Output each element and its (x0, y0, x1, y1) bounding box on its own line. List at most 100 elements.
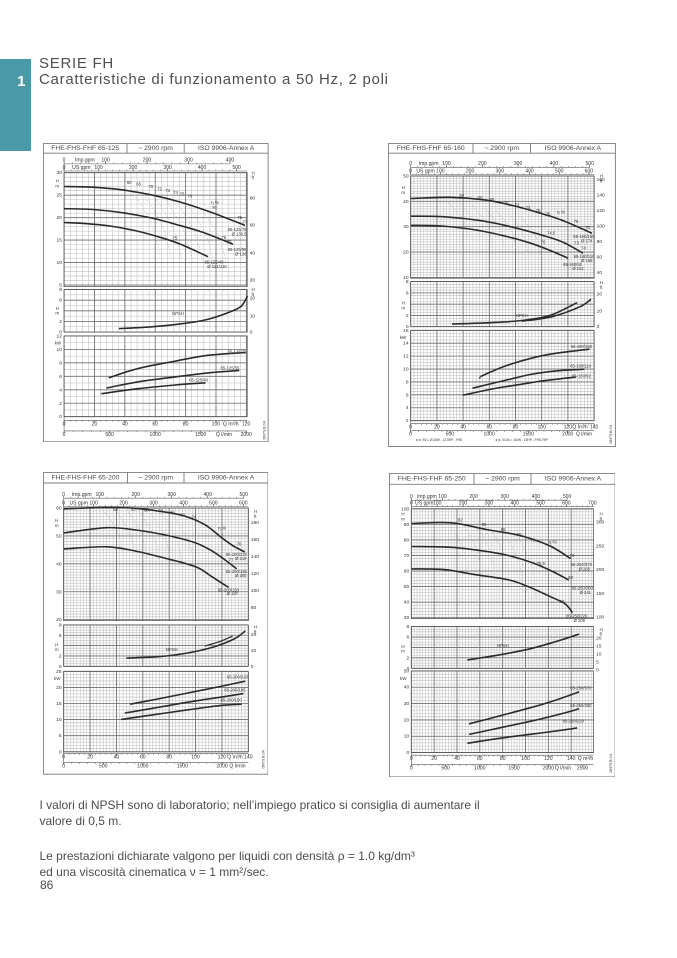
svg-text:10: 10 (597, 309, 603, 315)
svg-text:NPSH: NPSH (172, 311, 184, 316)
svg-text:2000: 2000 (217, 764, 228, 770)
svg-text:120: 120 (564, 425, 573, 431)
svg-text:12: 12 (57, 334, 63, 340)
svg-text:DNT9.B.04: DNT9.B.04 (609, 755, 613, 773)
svg-text:60: 60 (127, 180, 132, 185)
svg-text:400: 400 (226, 158, 235, 164)
svg-text:100: 100 (101, 158, 110, 164)
svg-text:2: 2 (59, 654, 62, 660)
svg-text:40: 40 (454, 756, 460, 762)
svg-text:6: 6 (59, 633, 62, 639)
svg-text:Q m³/h: Q m³/h (577, 756, 593, 762)
svg-text:H: H (254, 625, 257, 630)
svg-text:DNT9.B.04: DNT9.B.04 (262, 751, 266, 769)
svg-text:0: 0 (59, 664, 62, 670)
svg-text:8: 8 (59, 623, 62, 629)
svg-text:80: 80 (212, 205, 217, 210)
svg-text:10: 10 (250, 314, 256, 320)
svg-text:40: 40 (114, 755, 120, 761)
svg-text:8: 8 (406, 624, 409, 630)
svg-text:70: 70 (149, 184, 154, 189)
svg-text:8: 8 (406, 380, 409, 386)
svg-text:~ 2900 rpm: ~ 2900 rpm (485, 476, 520, 483)
svg-text:20: 20 (250, 296, 256, 302)
svg-text:20: 20 (56, 617, 62, 623)
svg-text:400: 400 (525, 169, 534, 175)
svg-text:0: 0 (63, 432, 66, 438)
svg-text:Imp.gpm: Imp.gpm (419, 161, 439, 167)
svg-text:76: 76 (541, 240, 546, 245)
svg-text:Imp.gpm: Imp.gpm (416, 494, 436, 500)
svg-text:65-160/92: 65-160/92 (563, 262, 583, 267)
svg-text:↓: ↓ (222, 532, 224, 537)
svg-text:500: 500 (446, 432, 455, 438)
svg-text:500: 500 (585, 161, 594, 167)
svg-text:Ø 168: Ø 168 (581, 258, 593, 263)
svg-text:1500: 1500 (195, 432, 206, 438)
svg-text:65-160/150: 65-160/150 (573, 234, 595, 239)
svg-text:~ 2900 rpm: ~ 2900 rpm (484, 145, 519, 152)
svg-text:700: 700 (588, 501, 597, 507)
svg-text:6: 6 (59, 298, 62, 304)
svg-text:75: 75 (180, 192, 185, 197)
svg-text:200: 200 (596, 567, 604, 573)
svg-text:75: 75 (536, 208, 541, 213)
svg-text:20: 20 (596, 636, 602, 642)
svg-text:6: 6 (406, 291, 409, 297)
svg-text:75: 75 (173, 236, 178, 241)
svg-text:0: 0 (409, 766, 412, 772)
svg-text:600: 600 (239, 501, 248, 507)
svg-text:65-125/55: 65-125/55 (221, 366, 241, 371)
svg-text:70: 70 (159, 509, 164, 514)
svg-text:400: 400 (531, 494, 540, 500)
svg-text:65-160/150: 65-160/150 (571, 344, 593, 349)
svg-text:60: 60 (476, 756, 482, 762)
svg-text:20: 20 (434, 425, 440, 431)
svg-text:100: 100 (438, 494, 447, 500)
svg-text:74: 74 (526, 205, 531, 210)
svg-text:120: 120 (544, 756, 553, 762)
svg-text:30: 30 (57, 170, 63, 176)
svg-text:40: 40 (403, 685, 409, 691)
svg-text:30: 30 (403, 224, 409, 230)
svg-text:65-125/75: 65-125/75 (228, 350, 248, 355)
svg-text:500: 500 (105, 432, 114, 438)
svg-text:1000: 1000 (150, 432, 161, 438)
svg-text:Q l/min: Q l/min (230, 764, 246, 770)
svg-text:68: 68 (568, 575, 573, 580)
svg-text:70: 70 (516, 532, 521, 537)
svg-text:500: 500 (99, 764, 108, 770)
svg-text:H: H (56, 306, 59, 311)
svg-text:ISO 9906-Annex A: ISO 9906-Annex A (198, 145, 255, 152)
svg-text:65-250/370: 65-250/370 (570, 562, 592, 567)
svg-text:500: 500 (209, 501, 218, 507)
svg-text:Q l/min: Q l/min (554, 766, 570, 772)
svg-text:H: H (55, 643, 58, 648)
svg-text:20: 20 (251, 633, 257, 639)
svg-text:2: 2 (59, 319, 62, 325)
svg-text:2000: 2000 (542, 766, 553, 772)
svg-text:40: 40 (122, 422, 128, 428)
svg-text:200: 200 (469, 494, 478, 500)
svg-text:75: 75 (227, 240, 232, 245)
svg-text:72: 72 (170, 511, 175, 516)
svg-text:100: 100 (432, 501, 441, 507)
svg-text:100: 100 (212, 422, 221, 428)
svg-text:65: 65 (481, 522, 486, 527)
svg-text:200: 200 (120, 501, 129, 507)
svg-text:65-200/150: 65-200/150 (221, 698, 243, 703)
svg-text:140: 140 (244, 755, 253, 761)
svg-text:10: 10 (57, 347, 63, 353)
svg-text:FHE-FHS-FHF 65-250: FHE-FHS-FHF 65-250 (397, 476, 465, 483)
svg-text:500: 500 (562, 494, 571, 500)
svg-text:50: 50 (403, 174, 409, 180)
svg-text:kW: kW (399, 676, 406, 681)
svg-text:100: 100 (90, 501, 99, 507)
svg-text:65-250/370: 65-250/370 (570, 686, 592, 691)
svg-text:72: 72 (530, 538, 535, 543)
svg-text:180: 180 (251, 520, 259, 526)
svg-text:6: 6 (406, 635, 409, 641)
svg-text:120: 120 (251, 571, 259, 577)
svg-text:300: 300 (184, 158, 193, 164)
svg-text:65-250/300: 65-250/300 (570, 703, 592, 708)
